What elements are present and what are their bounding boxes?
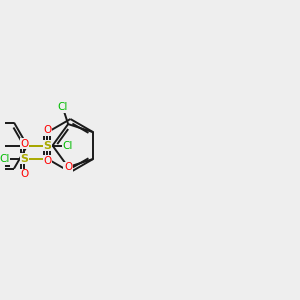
Text: Cl: Cl xyxy=(58,102,68,112)
Text: O: O xyxy=(43,156,52,166)
Text: O: O xyxy=(64,162,72,172)
Text: S: S xyxy=(20,154,28,164)
Text: S: S xyxy=(44,141,51,151)
Text: Cl: Cl xyxy=(0,154,10,164)
Text: O: O xyxy=(20,169,28,179)
Text: Cl: Cl xyxy=(62,141,73,151)
Text: O: O xyxy=(20,139,28,148)
Text: O: O xyxy=(43,125,52,135)
